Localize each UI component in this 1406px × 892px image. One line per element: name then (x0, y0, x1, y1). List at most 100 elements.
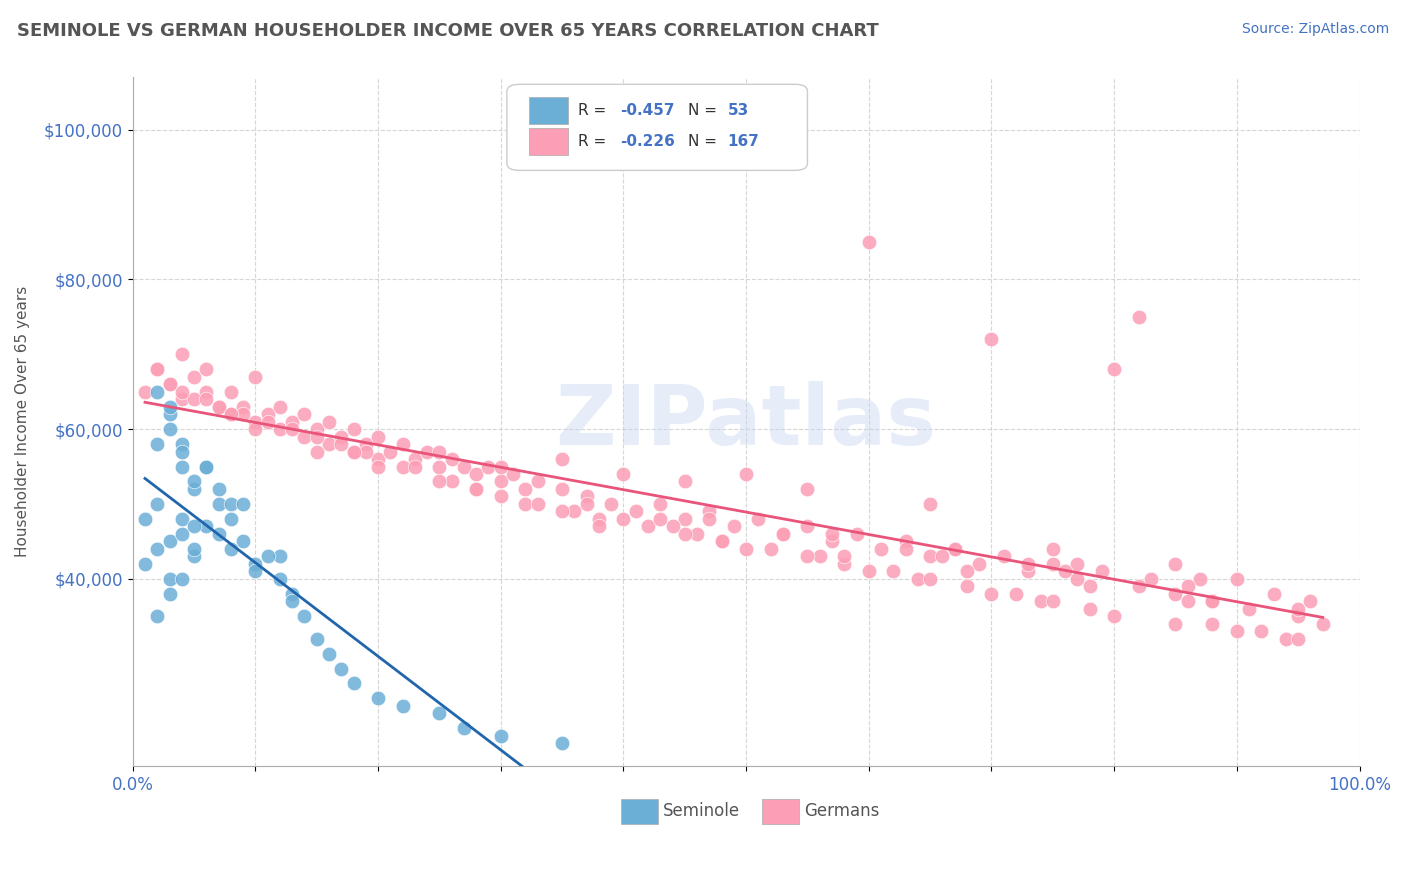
Point (183, 482, 205, 496)
Point (256, 415, 278, 429)
Text: Seminole: Seminole (662, 802, 740, 821)
Point (195, 519, 218, 533)
Point (146, 609, 169, 624)
FancyBboxPatch shape (621, 799, 658, 823)
Point (232, 497, 254, 511)
Point (391, 459, 413, 474)
Point (1275, 632, 1298, 646)
Point (342, 444, 364, 458)
Point (1091, 564, 1114, 578)
Point (305, 632, 328, 646)
Point (1078, 601, 1101, 615)
Point (159, 377, 181, 392)
Point (440, 452, 463, 467)
Point (219, 497, 242, 511)
Point (342, 422, 364, 436)
Point (858, 564, 880, 578)
Point (305, 444, 328, 458)
Point (894, 541, 917, 556)
Point (465, 482, 488, 496)
Point (710, 534, 733, 549)
Point (195, 459, 218, 474)
Point (195, 384, 218, 399)
Point (515, 482, 537, 496)
Point (146, 362, 169, 376)
Point (1128, 310, 1150, 324)
Point (207, 497, 229, 511)
Point (832, 557, 855, 571)
Point (943, 541, 966, 556)
Point (477, 459, 499, 474)
Point (269, 400, 291, 414)
FancyBboxPatch shape (529, 97, 568, 124)
Point (256, 549, 278, 564)
Point (170, 526, 193, 541)
Point (1226, 572, 1249, 586)
Point (575, 490, 598, 504)
Point (404, 459, 426, 474)
Point (796, 519, 818, 533)
Point (796, 482, 818, 496)
Point (183, 541, 205, 556)
FancyBboxPatch shape (762, 799, 799, 823)
Point (146, 497, 169, 511)
Point (673, 475, 696, 489)
Point (183, 519, 205, 533)
Point (882, 564, 904, 578)
Point (391, 437, 413, 451)
Point (330, 437, 353, 451)
Point (453, 459, 475, 474)
Point (342, 444, 364, 458)
Point (170, 392, 193, 406)
Point (367, 452, 389, 467)
Point (600, 497, 623, 511)
Point (305, 429, 328, 443)
Point (943, 541, 966, 556)
Point (256, 407, 278, 421)
Point (245, 369, 267, 384)
Point (219, 541, 242, 556)
Text: 53: 53 (728, 103, 749, 118)
Point (207, 400, 229, 414)
Point (650, 497, 672, 511)
Text: -0.226: -0.226 (620, 134, 675, 149)
Point (612, 512, 634, 526)
Point (1005, 587, 1028, 601)
Point (980, 587, 1002, 601)
Point (330, 661, 353, 675)
Point (858, 235, 880, 249)
Point (526, 497, 548, 511)
Point (245, 415, 267, 429)
Point (575, 497, 598, 511)
Point (294, 407, 316, 421)
Point (747, 512, 769, 526)
Point (159, 572, 181, 586)
Point (207, 400, 229, 414)
Point (159, 407, 181, 421)
Point (1201, 594, 1223, 608)
Point (1312, 616, 1334, 631)
Point (956, 579, 979, 593)
Point (318, 437, 340, 451)
Point (232, 400, 254, 414)
Point (159, 377, 181, 392)
Point (1102, 609, 1125, 624)
Point (993, 549, 1015, 564)
Point (821, 526, 844, 541)
Text: R =: R = (578, 134, 612, 149)
Point (1042, 594, 1064, 608)
Point (1250, 624, 1272, 639)
Point (1164, 557, 1187, 571)
Point (1164, 587, 1187, 601)
Point (134, 384, 156, 399)
Point (416, 444, 439, 458)
Point (1042, 557, 1064, 571)
Point (526, 475, 548, 489)
Point (232, 407, 254, 421)
Point (1164, 616, 1187, 631)
Point (134, 512, 156, 526)
Point (465, 467, 488, 481)
Point (195, 459, 218, 474)
Point (429, 475, 451, 489)
Point (318, 647, 340, 661)
